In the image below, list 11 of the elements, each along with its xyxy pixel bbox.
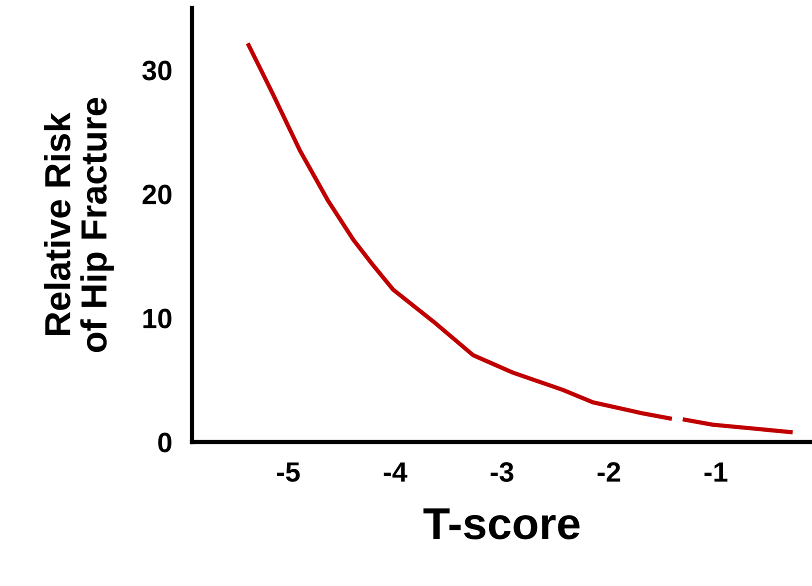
x-tick-label: -2: [598, 462, 620, 482]
x-tick-label: -4: [384, 462, 408, 482]
y-tick-label: 30: [142, 60, 172, 80]
x-tick-label: -1: [704, 462, 728, 482]
x-tick-label: -5: [276, 462, 300, 482]
y-tick-label: 20: [142, 184, 172, 204]
y-tick-label: 10: [143, 308, 172, 328]
x-tick-label: -3: [490, 462, 514, 482]
y-tick-label: 0: [158, 432, 172, 452]
y-axis-title: Relative Risk of Hip Fracture: [44, 98, 114, 352]
x-axis-title: T-score: [423, 508, 580, 540]
